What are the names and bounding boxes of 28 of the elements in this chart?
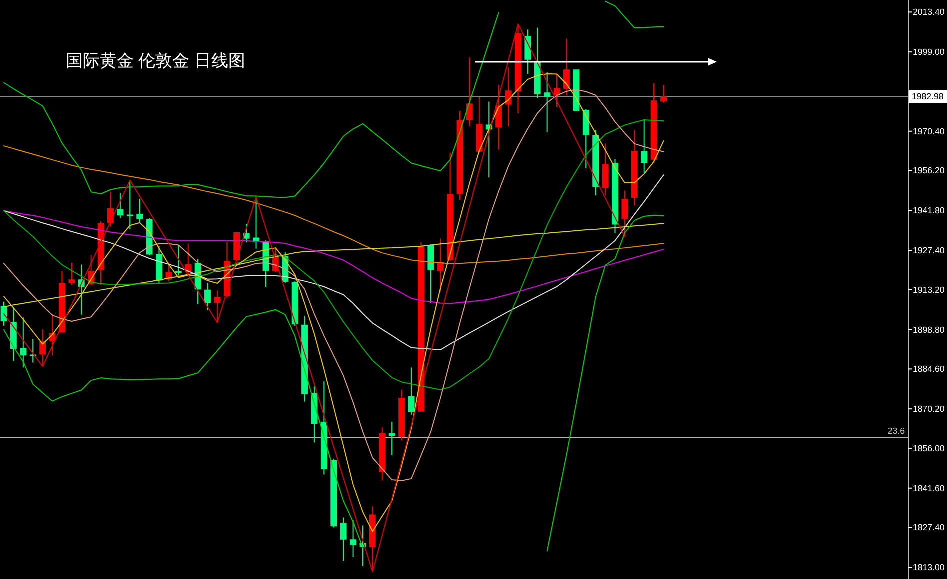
line-series (4, 146, 664, 264)
y-tick-label: 1813.00 (913, 562, 945, 573)
line-series (4, 210, 664, 304)
line-series (4, 24, 626, 573)
y-tick-label: 1999.00 (913, 47, 945, 58)
candlestick (641, 119, 648, 174)
y-tick-label: 1941.80 (913, 206, 945, 216)
y-tick-label: 2013.40 (913, 7, 945, 18)
y-tick-label: 1913.20 (913, 284, 945, 295)
y-tick-label: 1884.60 (913, 364, 945, 374)
y-tick-label: 1841.60 (913, 483, 945, 494)
line-series (4, 174, 664, 351)
y-tick-label: 1856.00 (913, 443, 945, 454)
candlestick (544, 72, 551, 132)
text: 国际黄金 伦敦金 日线图 (66, 52, 246, 70)
ref-line-label: 1982.98 (912, 92, 944, 102)
y-tick-label: 1870.20 (913, 404, 945, 414)
y-tick-label: 1927.40 (913, 246, 945, 256)
annotation: 23.6 (888, 426, 906, 436)
y-tick-label: 1898.80 (913, 324, 945, 335)
line-series (4, 223, 664, 308)
y-tick-label: 1827.40 (913, 522, 945, 533)
y-tick-label: 1956.20 (913, 166, 945, 176)
candlestick (388, 422, 396, 456)
y-tick-label: 1970.40 (913, 126, 945, 136)
candlestick (340, 518, 347, 561)
candlestick (68, 263, 76, 286)
line-series (4, 120, 664, 390)
